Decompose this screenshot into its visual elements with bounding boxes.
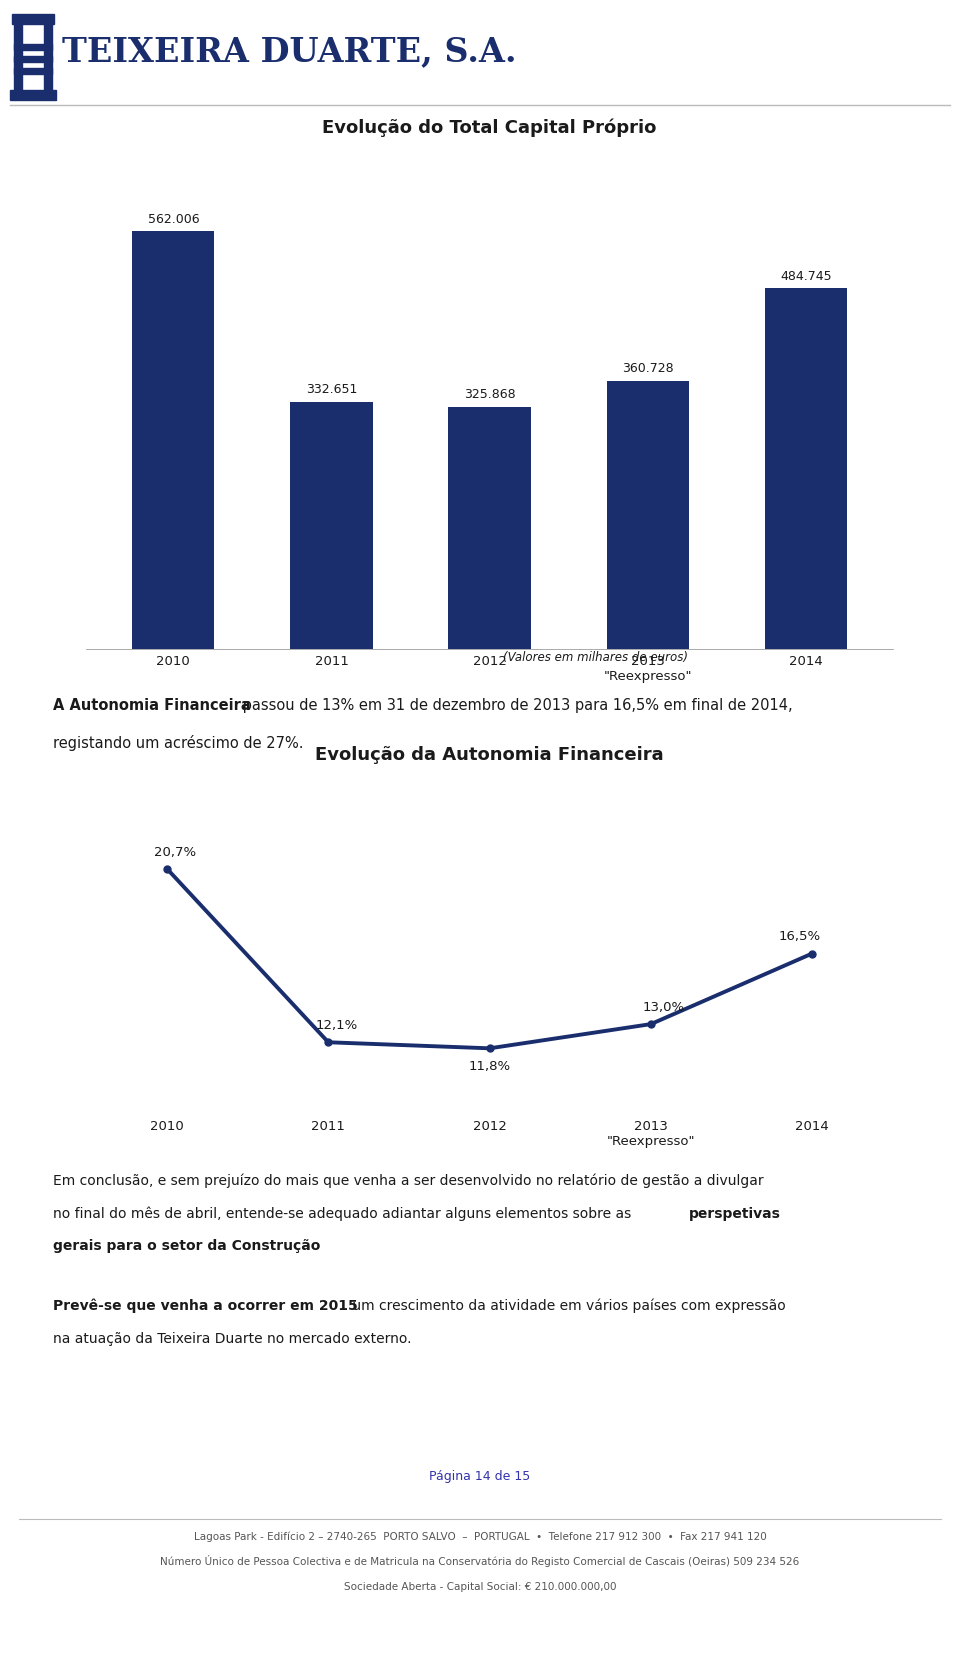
Bar bbox=[448, 406, 531, 649]
Text: gerais para o setor da Construção: gerais para o setor da Construção bbox=[53, 1240, 321, 1253]
Text: Número Único de Pessoa Colectiva e de Matricula na Conservatória do Registo Come: Número Único de Pessoa Colectiva e de Ma… bbox=[160, 1554, 800, 1567]
Bar bbox=[10, 90, 56, 100]
Text: na atuação da Teixeira Duarte no mercado externo.: na atuação da Teixeira Duarte no mercado… bbox=[53, 1331, 411, 1346]
Text: TEIXEIRA DUARTE, S.A.: TEIXEIRA DUARTE, S.A. bbox=[62, 35, 516, 68]
Text: 12,1%: 12,1% bbox=[316, 1018, 358, 1032]
Text: 484.745: 484.745 bbox=[780, 270, 831, 283]
Text: Lagoas Park - Edifício 2 – 2740-265  PORTO SALVO  –  PORTUGAL  •  Telefone 217 9: Lagoas Park - Edifício 2 – 2740-265 PORT… bbox=[194, 1531, 766, 1543]
Title: Evolução do Total Capital Próprio: Evolução do Total Capital Próprio bbox=[323, 118, 657, 136]
Text: 16,5%: 16,5% bbox=[779, 930, 820, 943]
Text: Sociedade Aberta - Capital Social: € 210.000.000,00: Sociedade Aberta - Capital Social: € 210… bbox=[344, 1582, 616, 1592]
Bar bbox=[14, 43, 52, 50]
Bar bbox=[132, 231, 214, 649]
Text: 332.651: 332.651 bbox=[306, 383, 357, 396]
Text: 20,7%: 20,7% bbox=[155, 845, 196, 859]
Text: Prevê-se que venha a ocorrer em 2015: Prevê-se que venha a ocorrer em 2015 bbox=[53, 1298, 357, 1313]
Bar bbox=[14, 23, 22, 90]
Text: no final do mês de abril, entende-se adequado adiantar alguns elementos sobre as: no final do mês de abril, entende-se ade… bbox=[53, 1206, 636, 1221]
Text: :: : bbox=[305, 1240, 310, 1253]
Text: A Autonomia Financeira: A Autonomia Financeira bbox=[53, 697, 251, 712]
Text: Página 14 de 15: Página 14 de 15 bbox=[429, 1469, 531, 1483]
Bar bbox=[290, 401, 372, 649]
Text: 562.006: 562.006 bbox=[148, 213, 199, 226]
Text: registando um acréscimo de 27%.: registando um acréscimo de 27%. bbox=[53, 735, 303, 750]
Bar bbox=[12, 13, 54, 23]
Text: 13,0%: 13,0% bbox=[643, 1002, 684, 1013]
Text: 360.728: 360.728 bbox=[622, 363, 674, 376]
Text: passou de 13% em 31 de dezembro de 2013 para 16,5% em final de 2014,: passou de 13% em 31 de dezembro de 2013 … bbox=[238, 697, 793, 712]
Text: Em conclusão, e sem prejuízo do mais que venha a ser desenvolvido no relatório d: Em conclusão, e sem prejuízo do mais que… bbox=[53, 1173, 763, 1188]
Text: perspetivas: perspetivas bbox=[689, 1206, 781, 1221]
Title: Evolução da Autonomia Financeira: Evolução da Autonomia Financeira bbox=[315, 745, 664, 764]
Bar bbox=[14, 68, 52, 73]
Bar bbox=[607, 381, 689, 649]
Bar bbox=[44, 23, 52, 90]
Text: um crescimento da atividade em vários países com expressão: um crescimento da atividade em vários pa… bbox=[348, 1298, 786, 1313]
Text: 11,8%: 11,8% bbox=[468, 1060, 511, 1073]
Text: 325.868: 325.868 bbox=[464, 388, 516, 401]
Bar bbox=[765, 288, 847, 649]
Text: (Valores em milhares de euros): (Valores em milhares de euros) bbox=[503, 651, 687, 664]
Bar bbox=[14, 57, 52, 62]
